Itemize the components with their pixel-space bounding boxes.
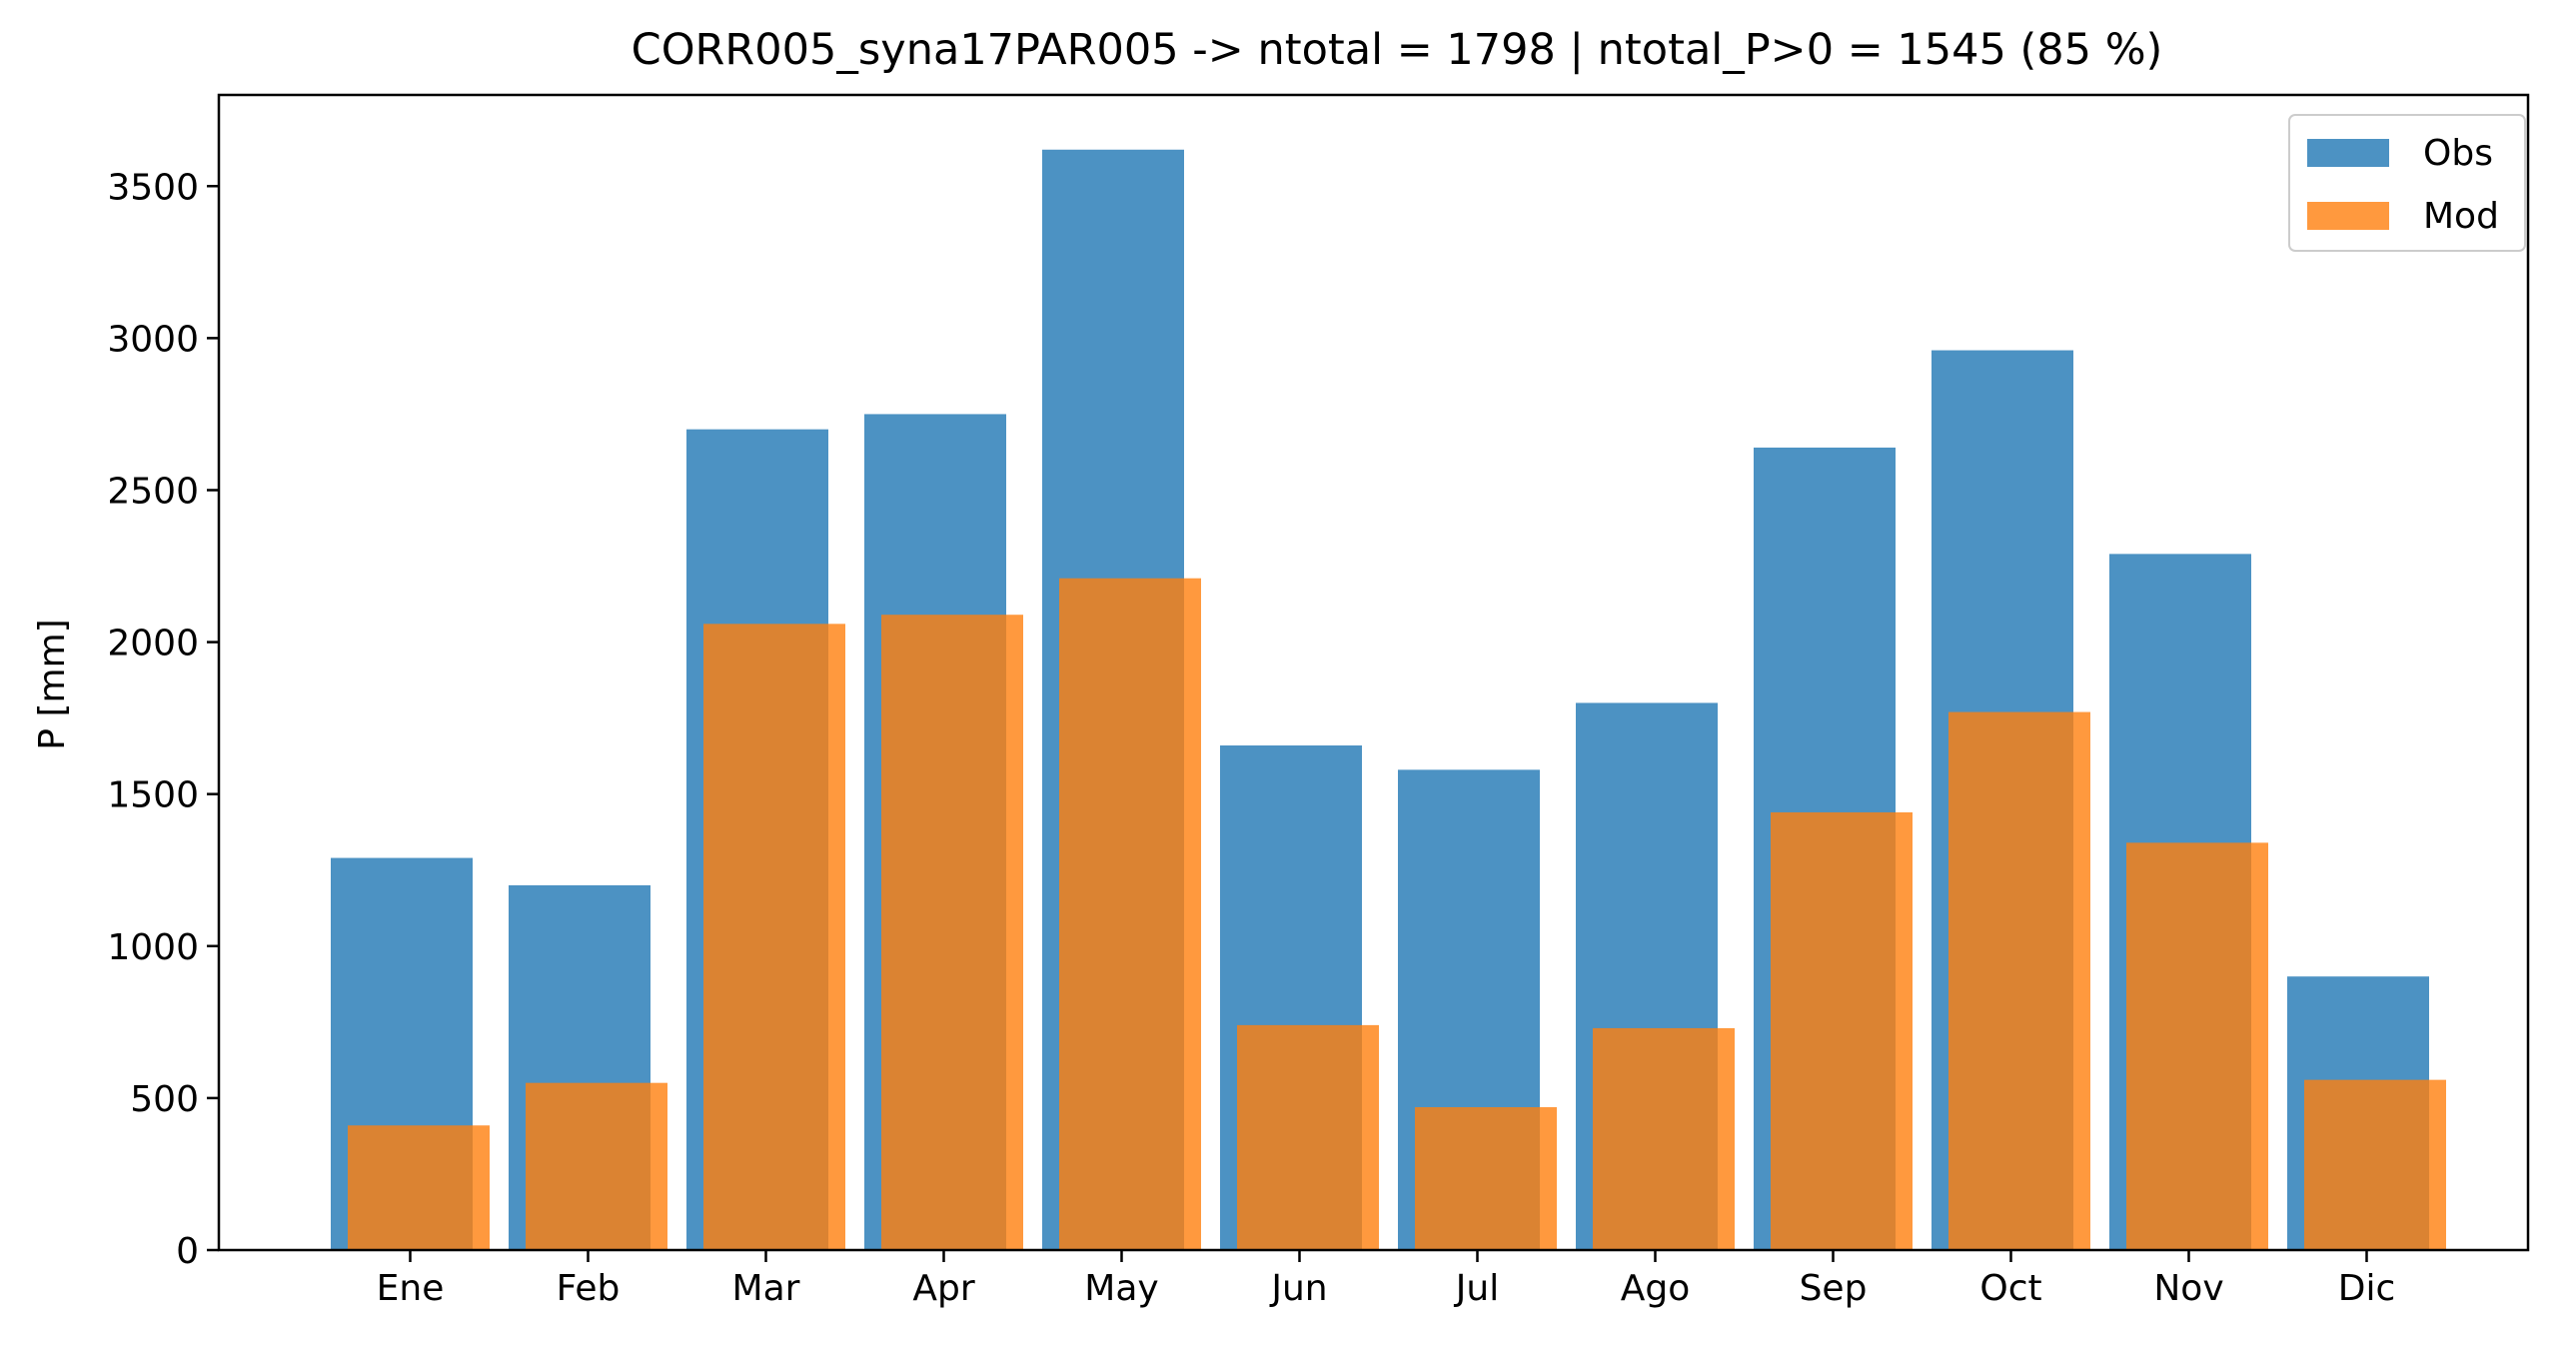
- bar-mod-sep: [1771, 811, 1913, 1250]
- y-tick-label: 3500: [107, 167, 199, 208]
- x-tick-label-ene: Ene: [377, 1268, 445, 1309]
- y-tick-label: 3000: [107, 319, 199, 360]
- bar-mod-jul: [1415, 1107, 1557, 1250]
- y-tick-label: 0: [176, 1231, 199, 1272]
- y-axis-label: P [mm]: [32, 619, 73, 749]
- x-tick-label-mar: Mar: [732, 1268, 800, 1309]
- bar-mod-ene: [348, 1125, 490, 1250]
- bar-mod-oct: [1948, 711, 2090, 1250]
- y-tick-label: 1500: [107, 775, 199, 816]
- legend-swatch-obs: [2307, 139, 2389, 167]
- x-tick-label-oct: Oct: [1979, 1268, 2041, 1309]
- x-tick-label-ago: Ago: [1621, 1268, 1691, 1309]
- legend-label-mod: Mod: [2423, 196, 2499, 237]
- bar-mod-nov: [2126, 842, 2268, 1250]
- x-tick-label-dic: Dic: [2338, 1268, 2396, 1309]
- bars-layer: [331, 149, 2446, 1251]
- y-axis-ticks: 0 500 1000 1500 2000 2500 3000 3500: [107, 167, 219, 1272]
- x-tick-label-nov: Nov: [2153, 1268, 2223, 1309]
- x-tick-label-jun: Jun: [1269, 1268, 1327, 1309]
- bar-mod-feb: [526, 1082, 667, 1250]
- x-tick-label-feb: Feb: [557, 1268, 621, 1309]
- bar-mod-dic: [2304, 1079, 2446, 1250]
- legend-swatch-mod: [2307, 202, 2389, 230]
- legend: Obs Mod: [2288, 114, 2526, 252]
- y-tick-label: 500: [130, 1079, 199, 1120]
- x-tick-label-apr: Apr: [912, 1268, 974, 1309]
- y-tick-label: 2000: [107, 624, 199, 665]
- y-tick-label: 2500: [107, 471, 199, 512]
- bar-mod-ago: [1593, 1027, 1735, 1250]
- y-tick-label: 1000: [107, 927, 199, 968]
- plot-area-frame: [217, 93, 2530, 1252]
- x-tick-label-may: May: [1084, 1268, 1158, 1309]
- x-tick-label-sep: Sep: [1800, 1268, 1868, 1309]
- x-tick-label-jul: Jul: [1454, 1268, 1499, 1309]
- x-axis-ticks: Ene Feb Mar Apr May Jun Jul Ago Sep Oct Nov Dic: [377, 1250, 2396, 1309]
- bar-mod-jun: [1237, 1024, 1379, 1250]
- bar-mod-apr: [881, 615, 1023, 1250]
- bar-mod-mar: [703, 624, 845, 1250]
- legend-label-obs: Obs: [2423, 133, 2493, 174]
- bar-mod-may: [1059, 578, 1201, 1250]
- chart-title: CORR005_syna17PAR005 -> ntotal = 1798 | …: [632, 25, 2163, 75]
